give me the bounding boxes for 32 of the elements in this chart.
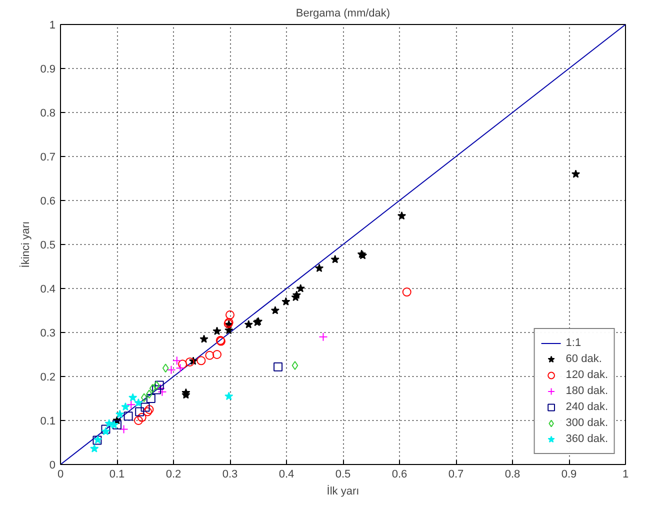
y-tick-label: 0.6 [40, 196, 56, 208]
legend-label: 60 dak. [566, 352, 602, 367]
x-tick-label: 0.4 [278, 468, 294, 480]
legend-label: 1:1 [566, 336, 582, 351]
y-tick-label: 0.5 [40, 240, 56, 252]
legend-label: 300 dak. [566, 416, 608, 431]
y-tick-label: 0.8 [40, 108, 56, 120]
chart-title: Bergama (mm/dak) [296, 8, 390, 20]
legend-label: 360 dak. [566, 432, 608, 447]
legend-label: 240 dak. [566, 400, 608, 415]
y-tick-label: 0.4 [40, 284, 56, 296]
y-tick-label: 0 [49, 460, 56, 472]
legend-label: 180 dak. [566, 384, 608, 399]
y-tick-label: 0.9 [40, 64, 56, 76]
y-axis-title: İkinci yarı [19, 221, 32, 268]
x-tick-label: 0.7 [448, 468, 464, 480]
y-tick-label: 0.2 [40, 372, 56, 384]
x-tick-label: 0.5 [335, 468, 351, 480]
x-tick-label: 0.2 [166, 468, 182, 480]
x-tick-label: 0.3 [222, 468, 238, 480]
y-tick-label: 0.1 [40, 416, 56, 428]
x-tick-label: 0.6 [392, 468, 408, 480]
y-tick-label: 0.3 [40, 328, 56, 340]
x-tick-label: 0.8 [504, 468, 520, 480]
x-axis-title: İlk yarı [326, 484, 360, 498]
x-tick-label: 0 [57, 468, 64, 480]
y-tick-label: 1 [49, 20, 56, 32]
x-tick-label: 1 [622, 468, 629, 480]
x-tick-label: 0.1 [109, 468, 125, 480]
x-tick-label: 0.9 [561, 468, 577, 480]
y-tick-label: 0.7 [40, 152, 56, 164]
legend-label: 120 dak. [566, 368, 608, 383]
